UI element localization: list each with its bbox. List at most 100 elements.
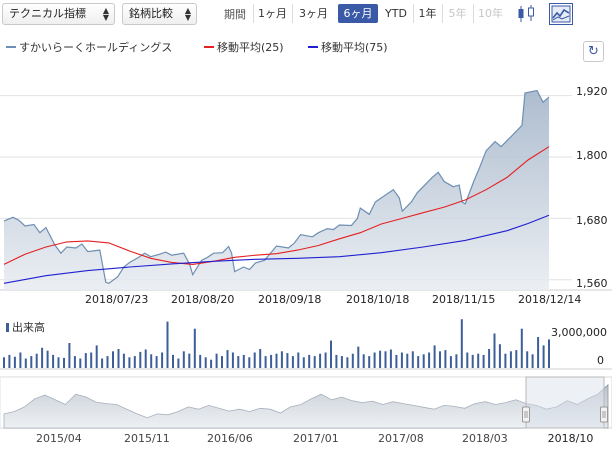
legend-label-ma75: 移動平均(75): [321, 41, 388, 54]
volume-bar: [8, 354, 11, 368]
volume-bar: [155, 356, 158, 368]
volume-bar: [471, 354, 474, 368]
legend-item-ma25[interactable]: 移動平均(25): [204, 39, 284, 55]
volume-bar: [275, 353, 278, 368]
volume-bar: [406, 353, 409, 368]
volume-bar: [291, 356, 294, 368]
volume-bar: [455, 354, 458, 368]
volume-bar: [166, 321, 169, 368]
y-tick-label: 1,560: [576, 277, 608, 290]
volume-bar: [133, 356, 136, 368]
volume-bar: [79, 358, 82, 368]
volume-bar: [520, 328, 523, 368]
x-tick-label: 2018/10/18: [346, 293, 410, 306]
y-tick-label: 1,680: [576, 214, 608, 227]
volume-bar: [379, 350, 382, 368]
line-area-icon[interactable]: [549, 3, 573, 25]
volume-title-label: 出来高: [12, 321, 45, 334]
volume-bar: [422, 354, 425, 368]
legend-swatch: [6, 46, 16, 48]
volume-bar: [122, 353, 125, 368]
period-1y-button[interactable]: 1年: [413, 4, 441, 23]
volume-bar: [477, 353, 480, 368]
volume-bar: [226, 350, 229, 368]
volume-bar: [542, 345, 545, 368]
volume-bar: [417, 356, 420, 368]
volume-bar: [400, 352, 403, 368]
legend-item-ma75[interactable]: 移動平均(75): [308, 39, 388, 55]
volume-bar: [210, 359, 213, 368]
volume-title: 出来高: [6, 319, 45, 335]
legend-swatch: [308, 46, 318, 48]
volume-bars: [3, 319, 550, 368]
volume-bar: [139, 351, 142, 368]
navigator-date-label: 2017/08: [378, 432, 424, 445]
volume-bar: [313, 356, 316, 368]
refresh-icon[interactable]: ↻: [583, 41, 604, 62]
technical-indicator-select[interactable]: テクニカル指標 ▲ ▼: [2, 3, 115, 25]
volume-bar: [482, 354, 485, 368]
volume-bar: [526, 351, 529, 368]
volume-bar: [204, 357, 207, 368]
navigator[interactable]: [0, 376, 612, 429]
select-down-icon: ▼: [184, 13, 191, 22]
volume-bar: [286, 353, 289, 368]
y-tick-label: 1,800: [576, 149, 608, 162]
y-tick-label: 1,920: [576, 85, 608, 98]
volume-bar: [259, 349, 262, 368]
navigator-date-label: 2018/03: [462, 432, 508, 445]
navigator-selection-label: 2018/10: [547, 432, 594, 445]
volume-bar: [488, 349, 491, 368]
navigator-left-handle: [522, 406, 530, 423]
candlestick-icon[interactable]: [515, 3, 539, 25]
volume-bar: [41, 347, 44, 368]
period-5y-button[interactable]: 5年: [442, 4, 472, 23]
volume-bar: [466, 352, 469, 368]
volume-bar: [24, 358, 27, 368]
volume-bar: [439, 351, 441, 368]
period-10y-button[interactable]: 10年: [473, 4, 507, 23]
volume-bar: [46, 350, 49, 368]
legend-item-price[interactable]: すかいらーくホールディングス: [6, 39, 172, 55]
volume-bar: [428, 352, 431, 368]
volume-bar: [319, 353, 322, 368]
period-1m-button[interactable]: 1ヶ月: [253, 4, 291, 23]
legend-swatch: [204, 46, 214, 48]
volume-bar: [509, 351, 512, 368]
period-6m-button[interactable]: 6ヶ月: [338, 4, 378, 23]
volume-bar: [324, 352, 327, 368]
volume-bar: [63, 357, 65, 368]
volume-bar: [531, 354, 534, 368]
volume-bar: [340, 356, 343, 368]
volume-bar: [117, 349, 120, 368]
volume-bar: [101, 358, 104, 368]
period-label: 期間: [224, 8, 246, 21]
navigator-selection: [525, 376, 605, 429]
period-ytd-button[interactable]: YTD: [385, 7, 407, 20]
volume-tick-label: 0: [597, 354, 604, 367]
volume-bar: [182, 351, 185, 368]
volume-bar: [188, 353, 191, 368]
volume-bar: [346, 357, 349, 368]
volume-bar: [384, 351, 387, 368]
volume-bar: [357, 346, 360, 368]
price-area-fill: [4, 90, 549, 290]
period-3m-button[interactable]: 3ヶ月: [292, 4, 334, 23]
navigator-date-label: 2015/04: [36, 432, 82, 445]
volume-bar: [52, 354, 55, 368]
legend-label-price: すかいらーくホールディングス: [19, 41, 173, 54]
volume-bar: [362, 354, 365, 368]
volume-bar: [112, 351, 114, 368]
volume-bar: [57, 357, 60, 368]
volume-bar: [449, 356, 452, 368]
ma75-line: [3, 214, 550, 284]
volume-bar: [395, 354, 398, 368]
volume-bar: [264, 356, 267, 368]
volume-bar: [231, 352, 234, 368]
navigator-date-label: 2015/11: [124, 432, 170, 445]
volume-bar: [248, 357, 251, 368]
stock-compare-select[interactable]: 銘柄比較 ▲ ▼: [122, 3, 197, 25]
volume-bar: [498, 344, 501, 368]
navigator-date-label: 2016/06: [207, 432, 253, 445]
x-tick-label: 2018/08/20: [171, 293, 235, 306]
